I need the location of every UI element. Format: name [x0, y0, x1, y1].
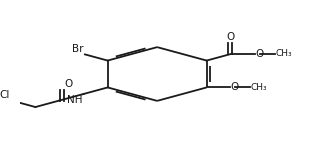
Text: O: O [226, 32, 235, 42]
Text: O: O [256, 49, 264, 58]
Text: Br: Br [72, 44, 83, 54]
Text: CH₃: CH₃ [250, 83, 267, 92]
Text: O: O [230, 82, 239, 92]
Text: NH: NH [67, 95, 82, 105]
Text: CH₃: CH₃ [276, 49, 292, 58]
Text: Cl: Cl [0, 90, 10, 100]
Text: O: O [64, 79, 73, 89]
